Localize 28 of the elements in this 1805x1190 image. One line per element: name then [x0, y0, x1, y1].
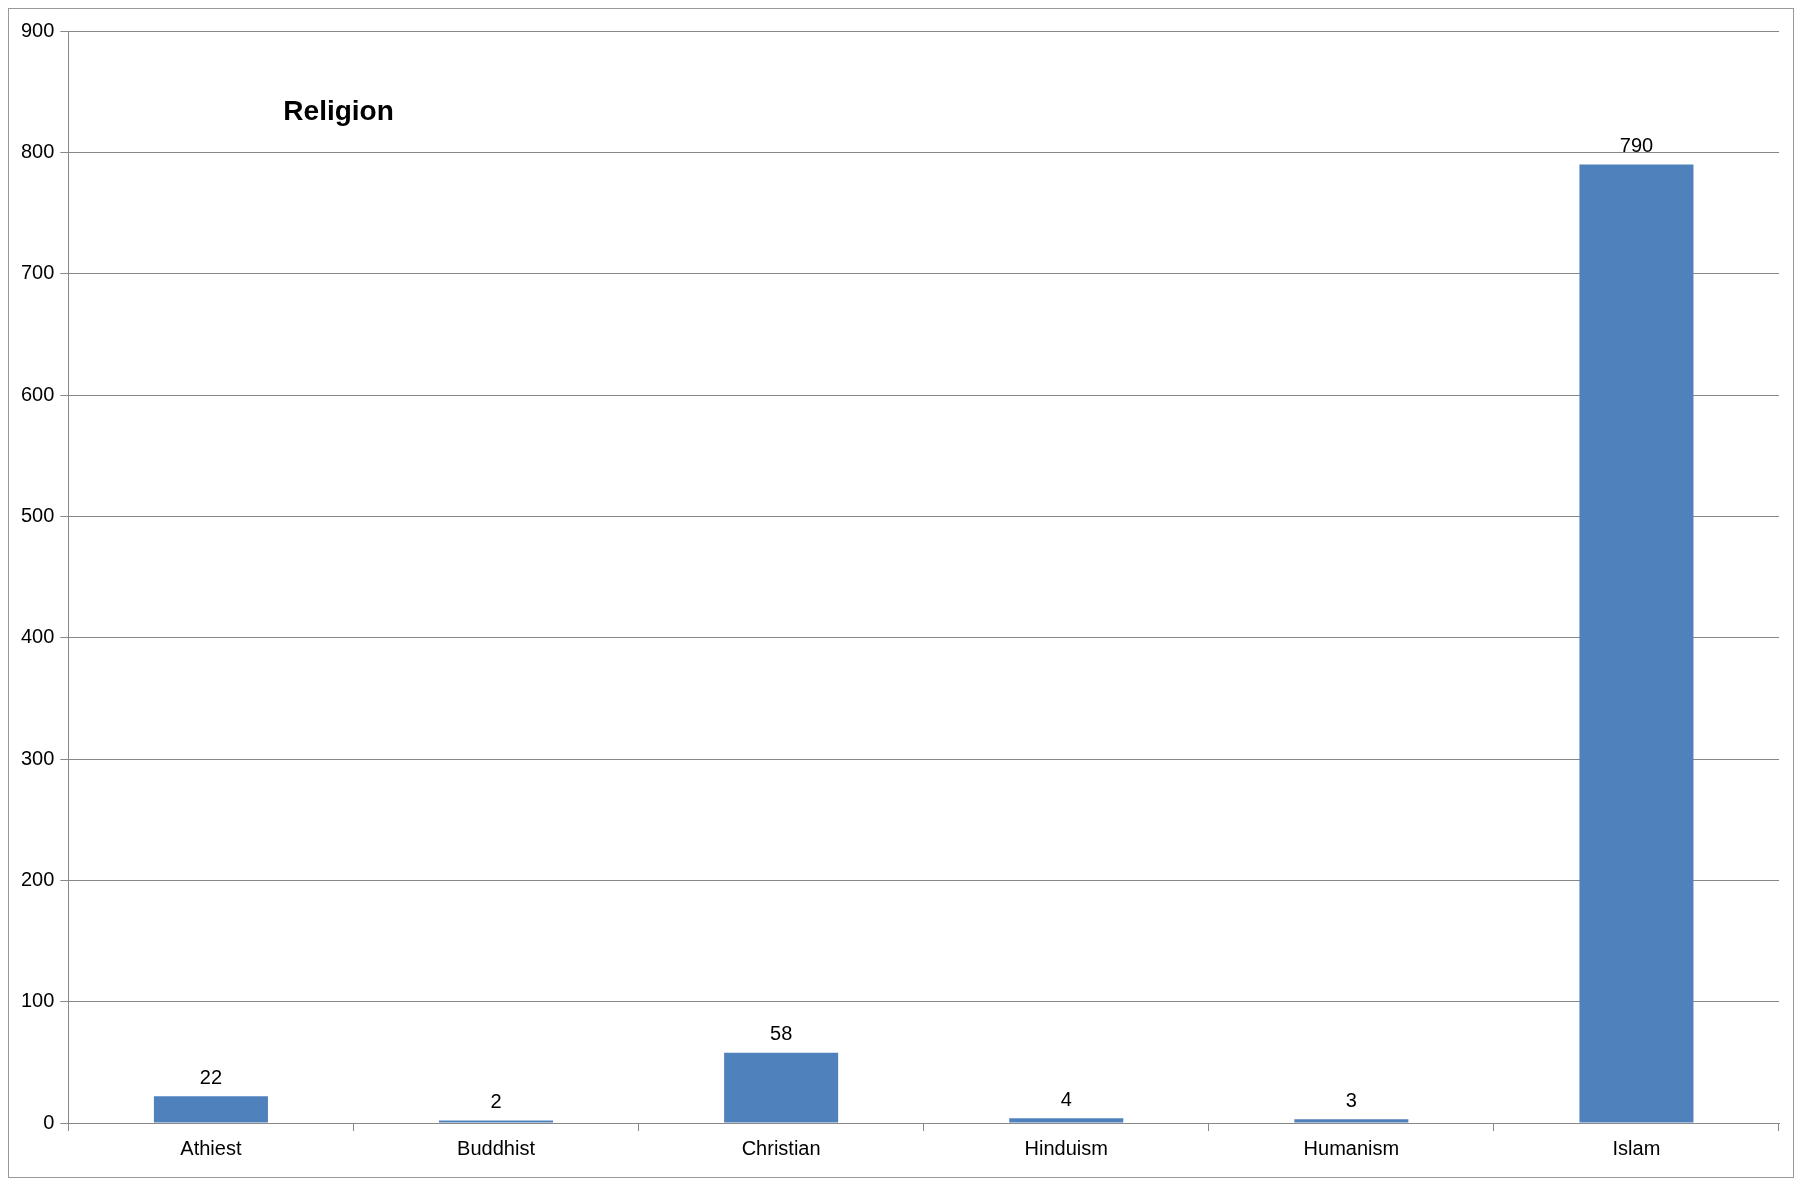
bar — [1294, 1119, 1409, 1123]
data-label: 2 — [490, 1090, 502, 1113]
data-label: 790 — [1619, 133, 1654, 156]
data-label: 4 — [1060, 1087, 1072, 1110]
y-tick-label: 800 — [20, 139, 55, 162]
bar — [1579, 164, 1694, 1123]
y-tick-label: 0 — [43, 1110, 55, 1133]
y-tick-label: 100 — [20, 989, 55, 1012]
data-label: 3 — [1345, 1088, 1357, 1111]
y-tick-label: 700 — [20, 261, 55, 284]
x-tick-label: Islam — [1612, 1136, 1661, 1159]
bar — [724, 1052, 839, 1123]
y-tick-label: 200 — [20, 867, 55, 890]
bar — [153, 1096, 268, 1123]
y-tick-label: 600 — [20, 382, 55, 405]
text: Religion — [283, 95, 394, 127]
y-tick-label: 500 — [20, 503, 55, 526]
x-tick-label: Athiest — [180, 1136, 242, 1159]
y-tick-label: 400 — [20, 625, 55, 648]
x-tick-label: Christian — [741, 1136, 821, 1159]
y-tick-label: 900 — [20, 18, 55, 41]
x-tick-label: Humanism — [1303, 1136, 1400, 1159]
y-tick-label: 300 — [20, 746, 55, 769]
x-tick-label: Buddhist — [457, 1136, 536, 1159]
bar — [1009, 1118, 1124, 1123]
data-label: 22 — [199, 1065, 223, 1088]
data-label: 58 — [770, 1022, 793, 1045]
x-tick-label: Hinduism — [1024, 1136, 1108, 1159]
